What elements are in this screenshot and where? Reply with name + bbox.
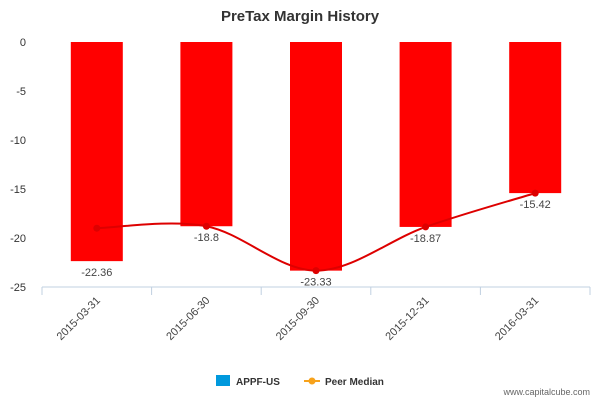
bar [509,42,562,194]
y-tick-label: -10 [10,135,26,147]
x-tick-label: 2015-06-30 [164,295,212,343]
x-tick-label: 2015-12-31 [383,295,431,343]
y-tick-label: -20 [10,233,26,245]
y-tick-label: 0 [20,37,26,49]
peer-median-point [531,189,539,197]
plot-area: 0 -5 -10 -15 -20 -25 -22.36 -18.8 -23.33 -18.87 -1… [10,37,591,343]
source-credit: www.capitalcube.com [502,387,590,397]
data-label: -22.36 [81,267,112,279]
chart-title: PreTax Margin History [221,8,380,25]
legend-swatch-appf [216,375,230,386]
data-label: -18.87 [410,233,441,245]
y-tick-label: -25 [10,282,26,294]
bar [180,42,233,227]
data-label: -15.42 [520,199,551,211]
peer-median-point [422,223,430,231]
data-label: -23.33 [300,277,331,289]
x-tick-label: 2015-03-31 [55,295,103,343]
bar [70,42,123,262]
peer-median-point [312,267,320,275]
x-tick-label: 2016-03-31 [493,295,541,343]
legend-label-appf: APPF-US [236,377,280,388]
y-tick-label: -5 [16,86,26,98]
peer-median-point [202,222,210,230]
x-tick-label: 2015-09-30 [274,295,322,343]
legend: APPF-US Peer Median [216,375,384,388]
y-tick-label: -15 [10,184,26,196]
peer-median-point [93,224,101,232]
legend-swatch-peer-marker [308,377,316,385]
legend-label-peer: Peer Median [325,377,384,388]
bar [290,42,342,271]
bar [399,42,452,227]
data-label: -18.8 [194,232,219,244]
